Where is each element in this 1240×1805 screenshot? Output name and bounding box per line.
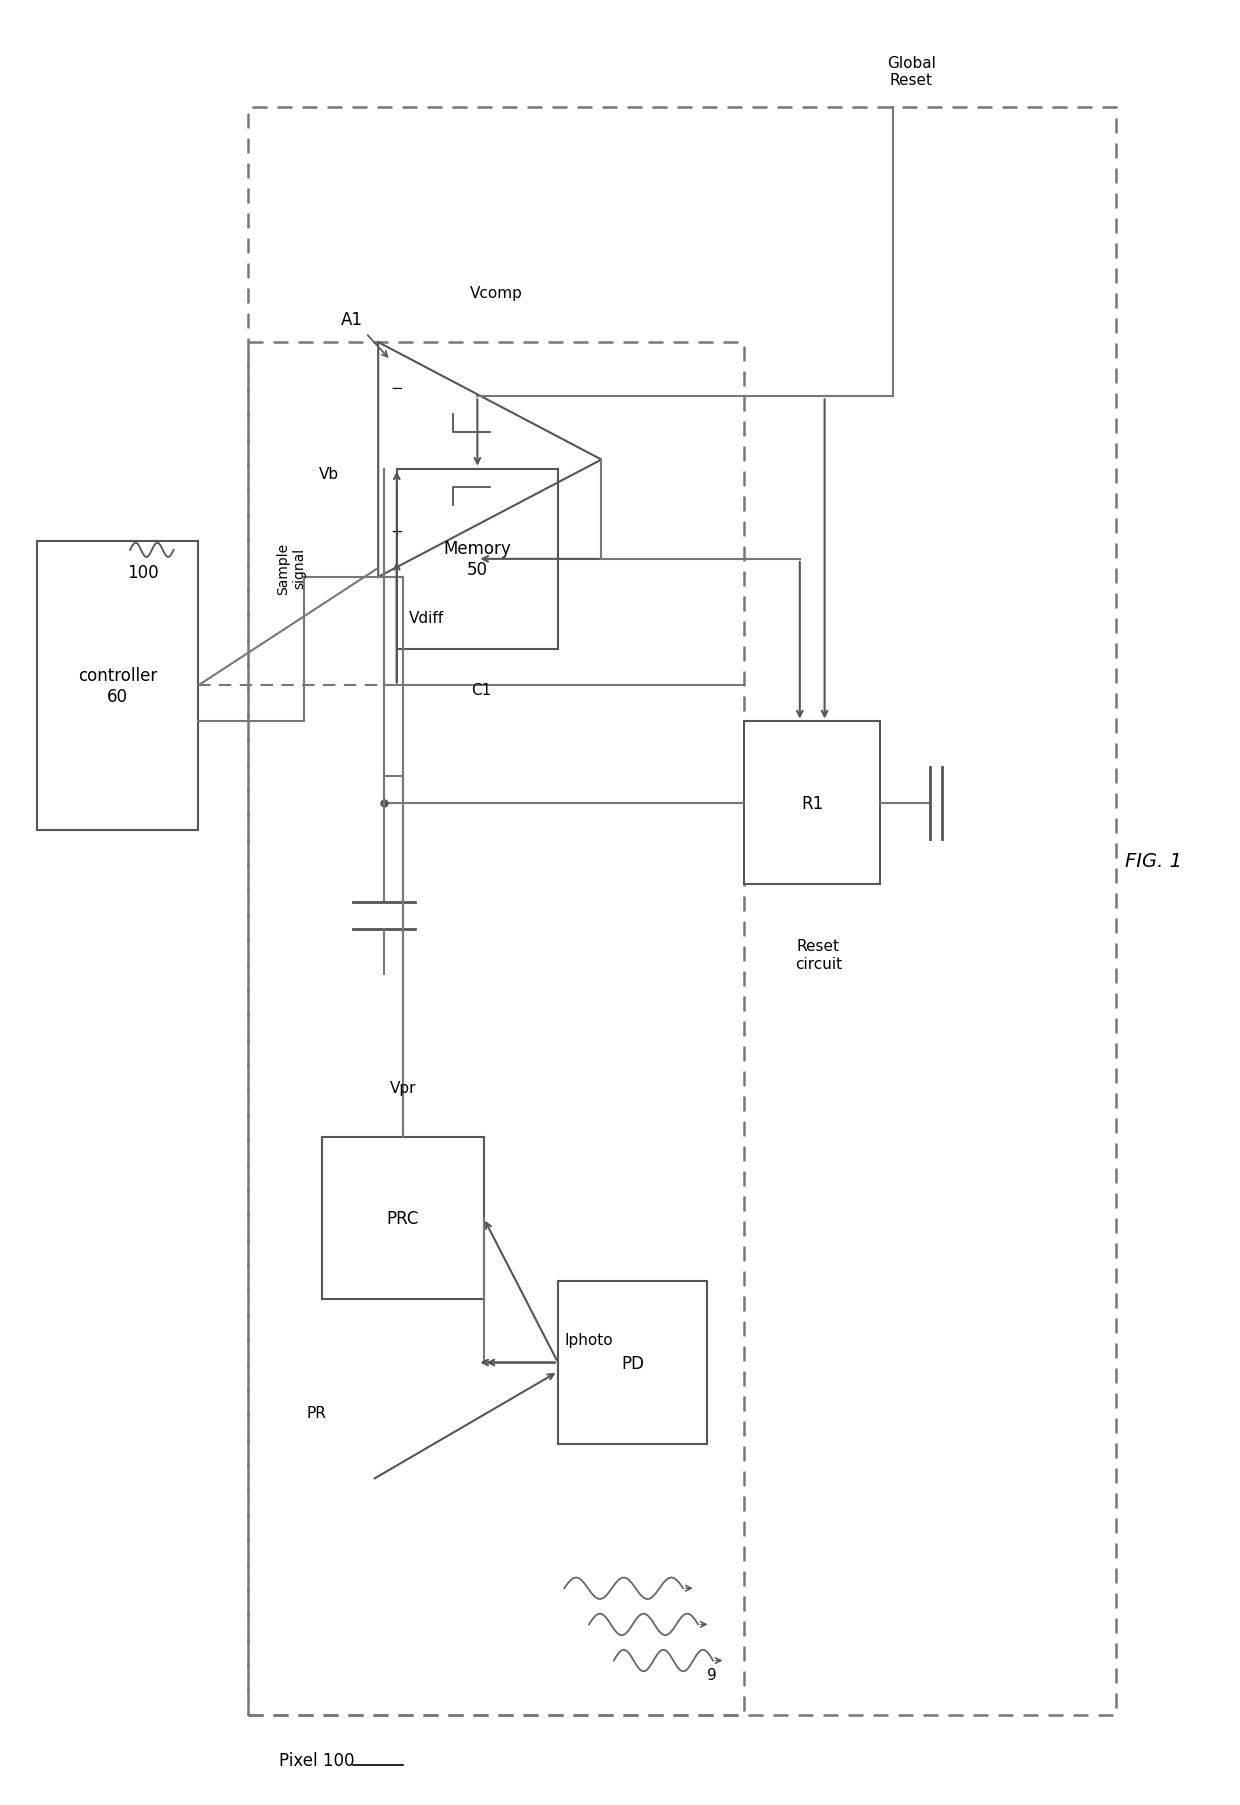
FancyBboxPatch shape	[37, 542, 198, 830]
Text: Vb: Vb	[319, 466, 339, 482]
Text: PRC: PRC	[387, 1209, 419, 1227]
Text: −: −	[391, 381, 403, 395]
FancyBboxPatch shape	[744, 722, 880, 884]
Text: FIG. 1: FIG. 1	[1125, 852, 1182, 870]
Text: Pixel 100: Pixel 100	[279, 1751, 355, 1769]
Text: +: +	[391, 525, 403, 540]
Text: 100: 100	[126, 563, 159, 581]
Text: Vdiff: Vdiff	[409, 610, 444, 626]
FancyBboxPatch shape	[322, 1137, 484, 1300]
Text: Memory
50: Memory 50	[444, 540, 511, 579]
Text: Sample
signal: Sample signal	[277, 543, 306, 594]
Text: PD: PD	[621, 1354, 644, 1372]
Text: A1: A1	[341, 310, 363, 329]
Text: controller
60: controller 60	[78, 666, 157, 706]
Text: Iphoto: Iphoto	[564, 1332, 613, 1348]
Text: PR: PR	[306, 1404, 326, 1421]
Text: R1: R1	[801, 794, 823, 812]
FancyBboxPatch shape	[397, 469, 558, 650]
Text: Vcomp: Vcomp	[470, 285, 522, 301]
Text: Global
Reset: Global Reset	[887, 56, 936, 88]
FancyBboxPatch shape	[558, 1282, 707, 1444]
Text: Reset
circuit: Reset circuit	[795, 939, 842, 971]
Text: 9: 9	[707, 1666, 717, 1682]
Text: C1: C1	[471, 682, 491, 699]
Text: Vpr: Vpr	[389, 1079, 417, 1096]
